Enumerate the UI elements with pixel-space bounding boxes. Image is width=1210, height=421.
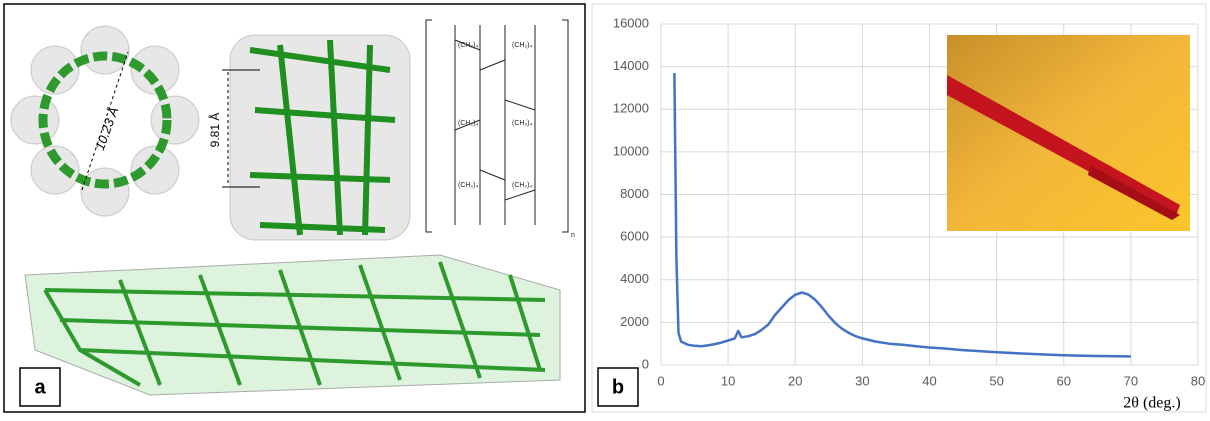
y-tick-label: 14000	[613, 58, 649, 73]
structure-label: (CH₂)₄	[512, 42, 532, 49]
structure-label: (CH₂)₄	[512, 120, 532, 127]
x-tick-label: 30	[855, 373, 869, 388]
panel-label-box	[597, 367, 639, 407]
structure-label: (CH₂)₄	[458, 42, 478, 49]
x-tick-label: 80	[1191, 373, 1205, 388]
y-tick-label: 2000	[620, 314, 649, 329]
tube-molecule	[24, 254, 561, 396]
panel-label-box	[19, 367, 61, 407]
x-tick-label: 10	[721, 373, 735, 388]
x-axis-label: 2θ (deg.)	[1123, 395, 1180, 412]
panel-label: a	[34, 376, 46, 398]
y-tick-label: 4000	[620, 271, 649, 286]
panel-label: b	[612, 376, 624, 398]
y-tick-label: 16000	[613, 15, 649, 30]
stacked-molecule: 9.81 Å	[207, 34, 411, 241]
data-line	[673, 72, 1131, 358]
y-tick-label: 8000	[620, 186, 649, 201]
y-tick-label: 6000	[620, 229, 649, 244]
x-tick-label: 60	[1057, 373, 1071, 388]
inset-photo	[947, 35, 1190, 231]
structure-subscript: n	[571, 232, 575, 239]
chemical-structure	[425, 19, 569, 233]
x-tick-label: 70	[1124, 373, 1138, 388]
x-tick-label: 20	[788, 373, 802, 388]
plot: 0 2000 4000 6000 8000 10000 12000 14000 16000 0 10…	[613, 15, 1205, 388]
dimension-label: 9.81 Å	[207, 113, 222, 148]
x-tick-label: 40	[922, 373, 936, 388]
x-tick-label: 50	[989, 373, 1003, 388]
ring-molecule: 10.23 Å	[10, 25, 200, 217]
y-tick-label: 0	[642, 356, 649, 371]
structure-label: (CH₂)₄	[512, 182, 532, 189]
structure-label: (CH₂)₄	[458, 120, 478, 127]
y-tick-label: 10000	[613, 143, 649, 158]
y-tick-label: 12000	[613, 101, 649, 116]
x-tick-label: 0	[657, 373, 664, 388]
structure-label: (CH₂)₄	[458, 182, 478, 189]
